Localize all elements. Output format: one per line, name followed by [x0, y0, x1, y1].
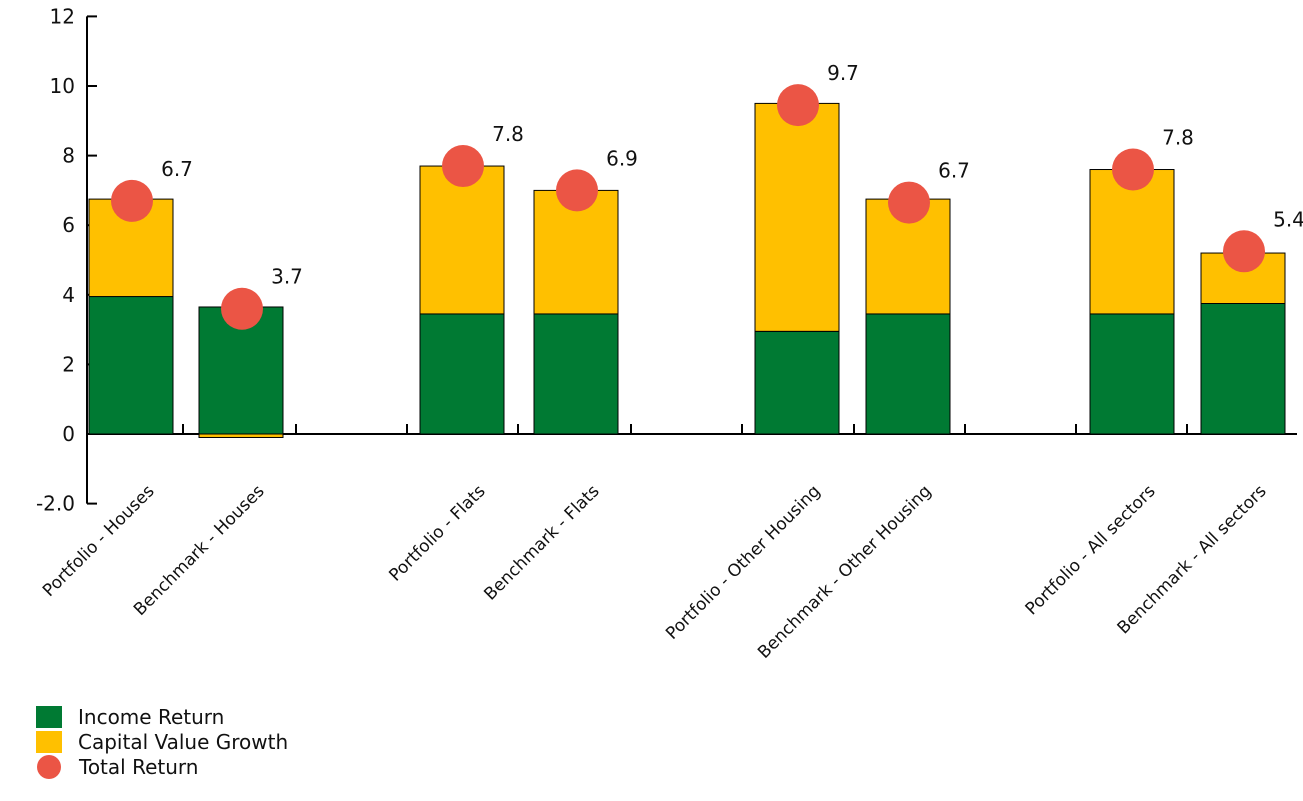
data-label-benchmark-houses: 3.7 — [271, 265, 303, 289]
total-return-marker-portfolio-flats — [442, 145, 484, 188]
legend-item-total-return: Total Return — [36, 754, 288, 779]
data-label-portfolio-all-sectors: 7.8 — [1162, 126, 1194, 150]
data-label-portfolio-houses: 6.7 — [161, 157, 193, 181]
bar-income-return-portfolio-flats — [419, 313, 505, 435]
legend-swatch-capital-value-growth — [36, 730, 62, 753]
y-tick-label: 2 — [62, 352, 75, 376]
total-return-marker-portfolio-houses — [111, 179, 153, 222]
data-label-benchmark-other-housing: 6.7 — [938, 159, 970, 183]
total-return-marker-portfolio-all-sectors — [1112, 148, 1154, 191]
data-label-portfolio-flats: 7.8 — [492, 122, 524, 146]
bar-capital-value-growth-benchmark-houses — [198, 433, 284, 438]
legend-label-capital-value-growth: Capital Value Growth — [78, 729, 289, 754]
data-label-benchmark-flats: 6.9 — [606, 146, 638, 170]
bar-income-return-portfolio-other-housing — [754, 330, 840, 435]
legend: Income Return Capital Value Growth Total… — [36, 704, 288, 779]
total-return-marker-benchmark-all-sectors — [1223, 230, 1265, 273]
legend-label-income-return: Income Return — [78, 704, 225, 729]
y-tick-label: 4 — [62, 283, 75, 307]
y-tick-label: 12 — [50, 4, 75, 28]
bar-income-return-benchmark-other-housing — [865, 313, 951, 435]
y-tick-label: 8 — [62, 144, 75, 168]
bar-income-return-portfolio-all-sectors — [1089, 313, 1175, 435]
bars — [88, 102, 1286, 438]
category-label-benchmark-flats: Benchmark - Flats — [480, 481, 603, 604]
bar-capital-value-growth-portfolio-flats — [419, 165, 505, 315]
total-return-marker-benchmark-other-housing — [888, 181, 930, 224]
legend-item-capital-value-growth: Capital Value Growth — [36, 729, 288, 754]
total-return-marker-benchmark-houses — [221, 287, 263, 330]
data-label-portfolio-other-housing: 9.7 — [827, 61, 859, 85]
legend-item-income-return: Income Return — [36, 704, 288, 729]
legend-marker-total-return — [37, 754, 61, 779]
total-return-marker-benchmark-flats — [556, 169, 598, 212]
category-label-portfolio-flats: Portfolio - Flats — [385, 481, 489, 585]
legend-swatch-income-return — [36, 705, 62, 728]
bar-income-return-benchmark-all-sectors — [1200, 303, 1286, 435]
bar-income-return-benchmark-flats — [533, 313, 619, 435]
bar-capital-value-growth-portfolio-other-housing — [754, 102, 840, 332]
y-tick-label: 0 — [62, 422, 75, 446]
legend-label-total-return: Total Return — [79, 754, 199, 779]
data-label-benchmark-all-sectors: 5.4 — [1273, 207, 1303, 231]
y-tick-label: 10 — [50, 74, 75, 98]
y-tick-label: 6 — [62, 213, 75, 237]
total-return-marker-portfolio-other-housing — [777, 84, 819, 127]
bar-capital-value-growth-portfolio-all-sectors — [1089, 169, 1175, 315]
bar-income-return-portfolio-houses — [88, 296, 174, 435]
category-label-benchmark-other-housing: Benchmark - Other Housing — [754, 481, 935, 662]
total-return-markers — [111, 84, 1265, 330]
y-tick-label: -2.0 — [36, 492, 75, 516]
